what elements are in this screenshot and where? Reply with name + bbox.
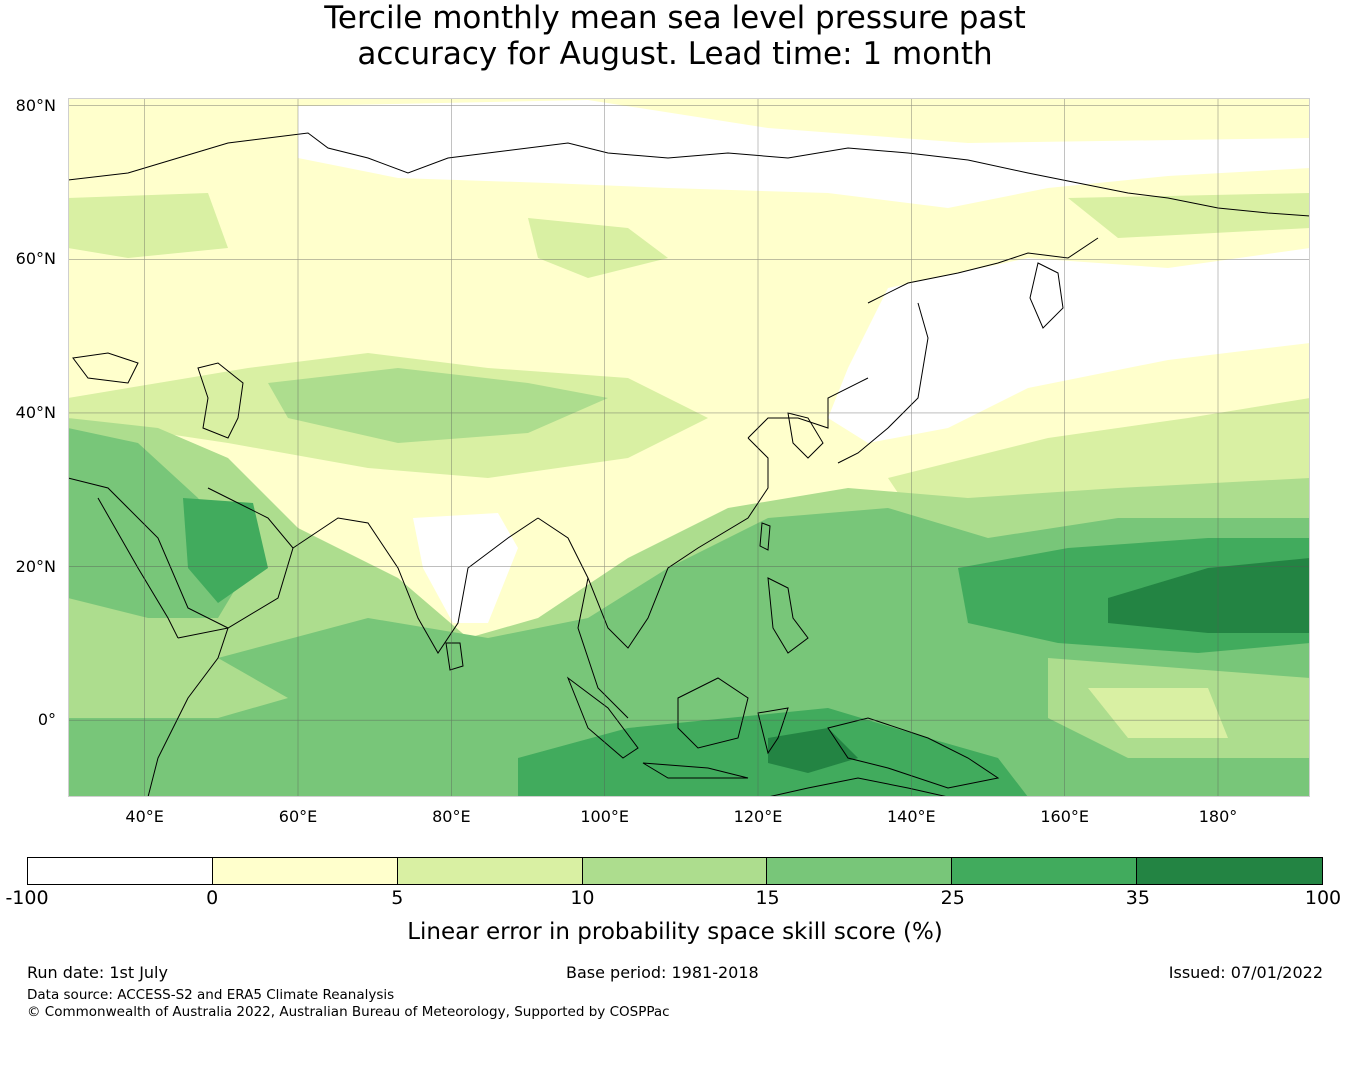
colorbar-segment — [952, 858, 1138, 884]
longitude-label: 140°E — [887, 807, 936, 826]
colorbar-segment — [28, 858, 213, 884]
map-canvas — [68, 98, 1310, 797]
title-line-2: accuracy for August. Lead time: 1 month — [357, 36, 993, 72]
colorbar-tick-label: 100 — [1304, 887, 1342, 909]
coastlines — [68, 132, 1310, 797]
base-period: Base period: 1981-2018 — [566, 963, 759, 982]
longitude-label: 40°E — [125, 807, 164, 826]
colorbar-tick-label: -100 — [5, 887, 49, 909]
colorbar — [27, 857, 1323, 885]
colorbar-segment — [212, 858, 398, 884]
copyright: © Commonwealth of Australia 2022, Austra… — [27, 1004, 670, 1020]
latitude-label: 0° — [37, 710, 56, 730]
colorbar-tick-label: 15 — [755, 887, 780, 909]
latitude-label: 40°N — [15, 402, 56, 422]
title-line-1: Tercile monthly mean sea level pressure … — [324, 0, 1026, 36]
chart-title: Tercile monthly mean sea level pressure … — [0, 0, 1350, 72]
latitude-label: 60°N — [15, 249, 56, 269]
longitude-label: 160°E — [1040, 807, 1089, 826]
longitude-label: 120°E — [733, 807, 783, 826]
colorbar-tick-label: 35 — [1125, 887, 1150, 909]
graticule — [68, 98, 1310, 797]
colorbar-segment — [1137, 858, 1322, 884]
longitude-label: 60°E — [278, 807, 318, 826]
colorbar-segment — [397, 858, 583, 884]
run-date: Run date: 1st July — [27, 963, 168, 982]
colorbar-tick-label: 25 — [940, 887, 965, 909]
longitude-label: 180° — [1198, 807, 1238, 826]
latitude-label: 20°N — [15, 556, 56, 576]
colorbar-segment — [767, 858, 953, 884]
longitude-label: 80°E — [432, 807, 471, 826]
longitude-label: 100°E — [580, 807, 629, 826]
issued-date: Issued: 07/01/2022 — [1168, 963, 1323, 982]
colorbar-tick-label: 5 — [391, 887, 404, 909]
colorbar-segment — [582, 858, 768, 884]
skill-score-map — [68, 98, 1310, 797]
colorbar-tick-label: 0 — [206, 887, 219, 909]
latitude-label: 80°N — [15, 95, 56, 115]
colorbar-tick-label: 10 — [570, 887, 595, 909]
colorbar-label: Linear error in probability space skill … — [407, 919, 943, 945]
data-source: Data source: ACCESS-S2 and ERA5 Climate … — [27, 987, 395, 1003]
